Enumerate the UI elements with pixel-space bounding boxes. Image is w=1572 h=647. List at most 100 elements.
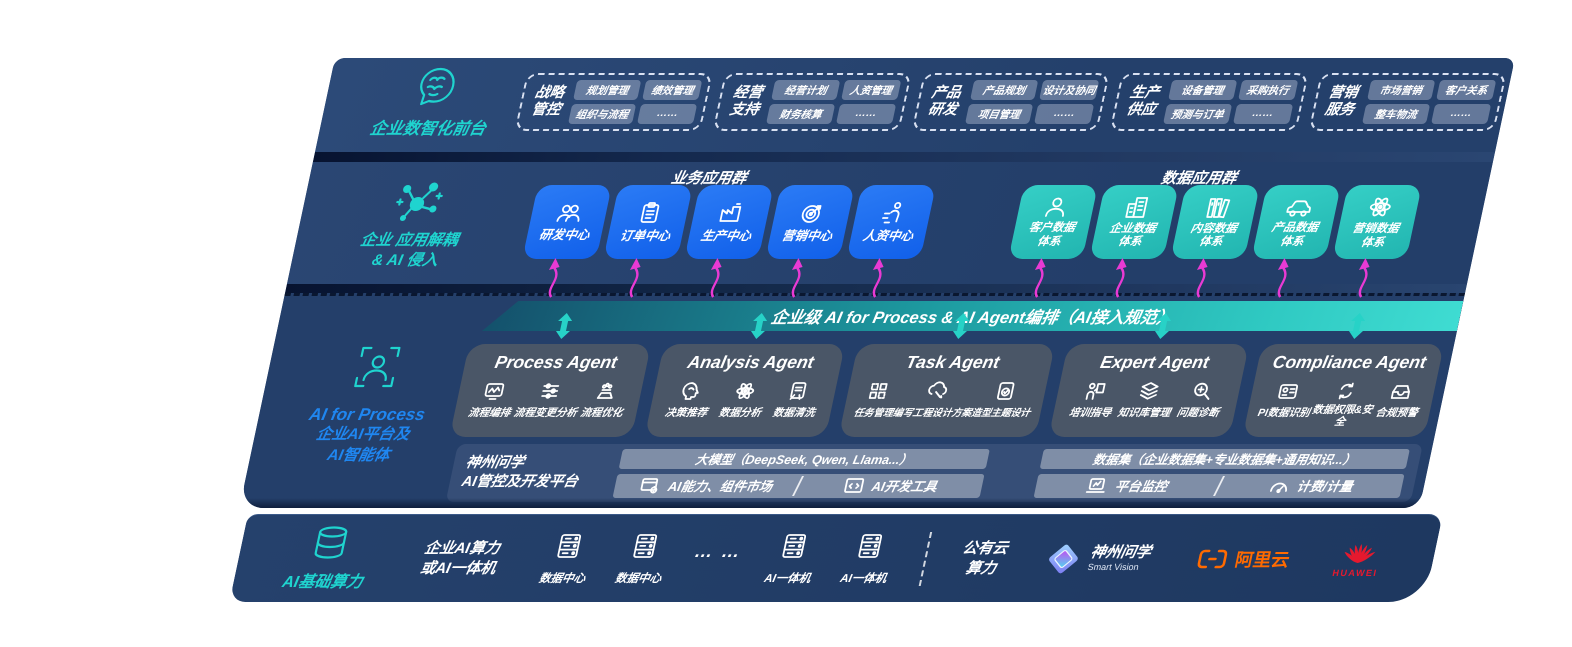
pill: 项目管理 — [964, 104, 1034, 124]
pill: …… — [1232, 104, 1293, 124]
alicloud-bracket-icon — [1197, 549, 1228, 568]
flow-arrow — [791, 258, 803, 298]
updown-arrow-icon — [750, 313, 767, 339]
permission-sync-icon — [1338, 382, 1355, 400]
server-icon — [633, 533, 658, 558]
target-icon — [801, 205, 822, 224]
order-clipboard-icon — [640, 202, 660, 224]
training-icon — [1085, 382, 1106, 400]
agent-item: 数据清洗 — [766, 380, 828, 420]
updown-arrow-icon — [1349, 313, 1366, 339]
box-title: 经营 支持 — [728, 85, 765, 118]
compute-label: AI基础算力 — [280, 574, 365, 591]
ai-appliance-node: AI一体机 — [763, 532, 820, 586]
agent-item: 数据权限&安全 — [1307, 380, 1381, 428]
flow-arrow — [1277, 258, 1289, 298]
brain-icon — [420, 67, 455, 106]
pill: 采购执行 — [1237, 80, 1298, 100]
front-office-box-operation: 经营 支持 经营计划 人资管理 财务核算 …… — [712, 73, 912, 131]
flow-arrow — [872, 258, 884, 298]
updown-arrow-icon — [1154, 313, 1171, 339]
dataset-bar: 数据集（企业数据集+专业数据集+通用知识...） — [1039, 448, 1410, 469]
pill: 绩效管理 — [642, 80, 703, 100]
huawei-logo: HUAWEI — [1331, 539, 1384, 578]
task-grid-icon — [868, 383, 888, 399]
cloud-design-icon — [927, 381, 947, 399]
data-box-enterprise: 企业数据 体系 — [1089, 185, 1180, 259]
dev-platform-panel: 神州问学 AI管控及开发平台 大模型（DeepSeek, Qwen, Llama… — [445, 444, 1423, 502]
pill: 整车物流 — [1361, 104, 1431, 124]
agent-item: 流程编排 — [463, 380, 521, 420]
smartvision-logo-icon — [1049, 544, 1078, 573]
front-office-side-label: 企业数智化前台 — [346, 66, 522, 139]
huawei-flower-icon — [1344, 544, 1375, 563]
agent-card-task: Task Agent 任务管理 — [838, 313, 1055, 438]
ai-orchestration-bar: 企业级 AI for Process & AI Agent编排（AI接入规范） — [482, 301, 1463, 331]
server-icon — [557, 533, 582, 558]
agent-item: 决策推荐 — [658, 380, 720, 420]
compute-bar: AI基础算力 企业AI算力 或AI一体机 数据中心 数据中心 … … — [229, 514, 1443, 602]
devtools-icon — [843, 478, 865, 493]
data-box-customer: 客户数据 体系 — [1008, 185, 1099, 259]
front-office-box-production: 生产 供应 设备管理 采购执行 预测与订单 …… — [1109, 73, 1309, 131]
agent-item: 知识库管理 — [1116, 380, 1178, 420]
agent-item: 数据分析 — [712, 380, 774, 420]
pill: …… — [1034, 104, 1095, 124]
app-layer-label-line1: 企业 应用解耦 — [358, 232, 460, 249]
platform-monitor-cell: 平台监控 — [1033, 474, 1220, 498]
pill: 财务核算 — [766, 104, 836, 124]
hr-person-icon — [882, 202, 902, 224]
analysis-atom-icon — [735, 383, 754, 399]
marketing-atom-icon — [1369, 197, 1391, 217]
ellipsis-label: … … — [693, 541, 745, 561]
datacenter-node: 数据中心 — [538, 532, 595, 586]
slab-edge — [312, 152, 1496, 162]
data-box-marketing: 营销数据 体系 — [1332, 185, 1423, 259]
decision-head-icon — [682, 382, 699, 400]
metering-cell: 计费/计量 — [1217, 474, 1404, 498]
alicloud-logo: 阿里云 — [1195, 546, 1293, 572]
model-group: 大模型（DeepSeek, Qwen, Llama...） AI能力、组件市场 — [612, 448, 990, 498]
front-office-box-product: 产品 研发 产品规划 设计及协同 项目管理 …… — [911, 73, 1111, 131]
factory-icon — [719, 203, 742, 223]
agent-item: 合规预警 — [1372, 380, 1426, 420]
app-layer-side-label: 企业 应用解耦 & AI 侵入 — [308, 178, 518, 271]
band-app-layer: 企业 应用解耦 & AI 侵入 业务应用群 数据应用群 研发中心 — [286, 162, 1493, 284]
app-box-rnd-center: 研发中心 — [522, 185, 613, 259]
compute-side-label: AI基础算力 — [265, 525, 389, 592]
optimize-stack-icon — [596, 382, 613, 399]
box-title: 生产 供应 — [1124, 85, 1161, 118]
front-office-box-row: 战略 管控 规划管理 绩效管理 组织与流程 …… 经营 支持 — [514, 73, 1507, 131]
front-office-box-strategy: 战略 管控 规划管理 绩效管理 组织与流程 …… — [514, 73, 714, 131]
llm-bar: 大模型（DeepSeek, Qwen, Llama...） — [618, 448, 990, 469]
enterprise-compute-node: 企业AI算力 或AI一体机 — [418, 540, 502, 577]
app-boxes-row: 研发中心 订单中心 生产中心 — [522, 185, 1423, 259]
decouple-molecule-icon — [396, 182, 443, 221]
ai-devtools-cell: AI开发工具 — [797, 474, 984, 498]
diagnosis-magnifier-icon — [1194, 382, 1210, 400]
front-office-label: 企业数智化前台 — [368, 120, 488, 138]
data-box-product: 产品数据 体系 — [1251, 185, 1342, 259]
ai-appliance-node: AI一体机 — [839, 532, 896, 586]
pill: 经营计划 — [771, 80, 841, 100]
server-icon — [858, 533, 883, 558]
enterprise-building-icon — [1125, 196, 1149, 218]
component-market-icon — [640, 478, 659, 494]
flow-arrow — [1196, 258, 1208, 298]
agent-card-analysis: Analysis Agent 决策推荐 — [644, 313, 846, 438]
app-layer-label-line2: & AI 侵入 — [370, 252, 440, 270]
ai-platform-side-label: AI for Process 企业AI平台及 AI智能体 — [264, 342, 475, 467]
agents-row: Process Agent 流程编排 — [449, 313, 1445, 438]
sliders-icon — [541, 383, 560, 399]
pill: 规划管理 — [573, 80, 642, 100]
agent-item: 编写工程设计方案 — [892, 380, 979, 419]
agent-card-process: Process Agent 流程编排 — [449, 313, 651, 438]
agent-item: 培训指导 — [1062, 380, 1124, 420]
band-front-office: 企业数智化前台 战略 管控 规划管理 绩效管理 组织与流程 …… — [315, 58, 1515, 152]
datacenter-node: 数据中心 — [614, 532, 671, 586]
team-icon — [556, 205, 580, 223]
database-icon — [314, 526, 348, 559]
updown-arrow-icon — [555, 313, 572, 339]
server-icon — [782, 533, 807, 558]
